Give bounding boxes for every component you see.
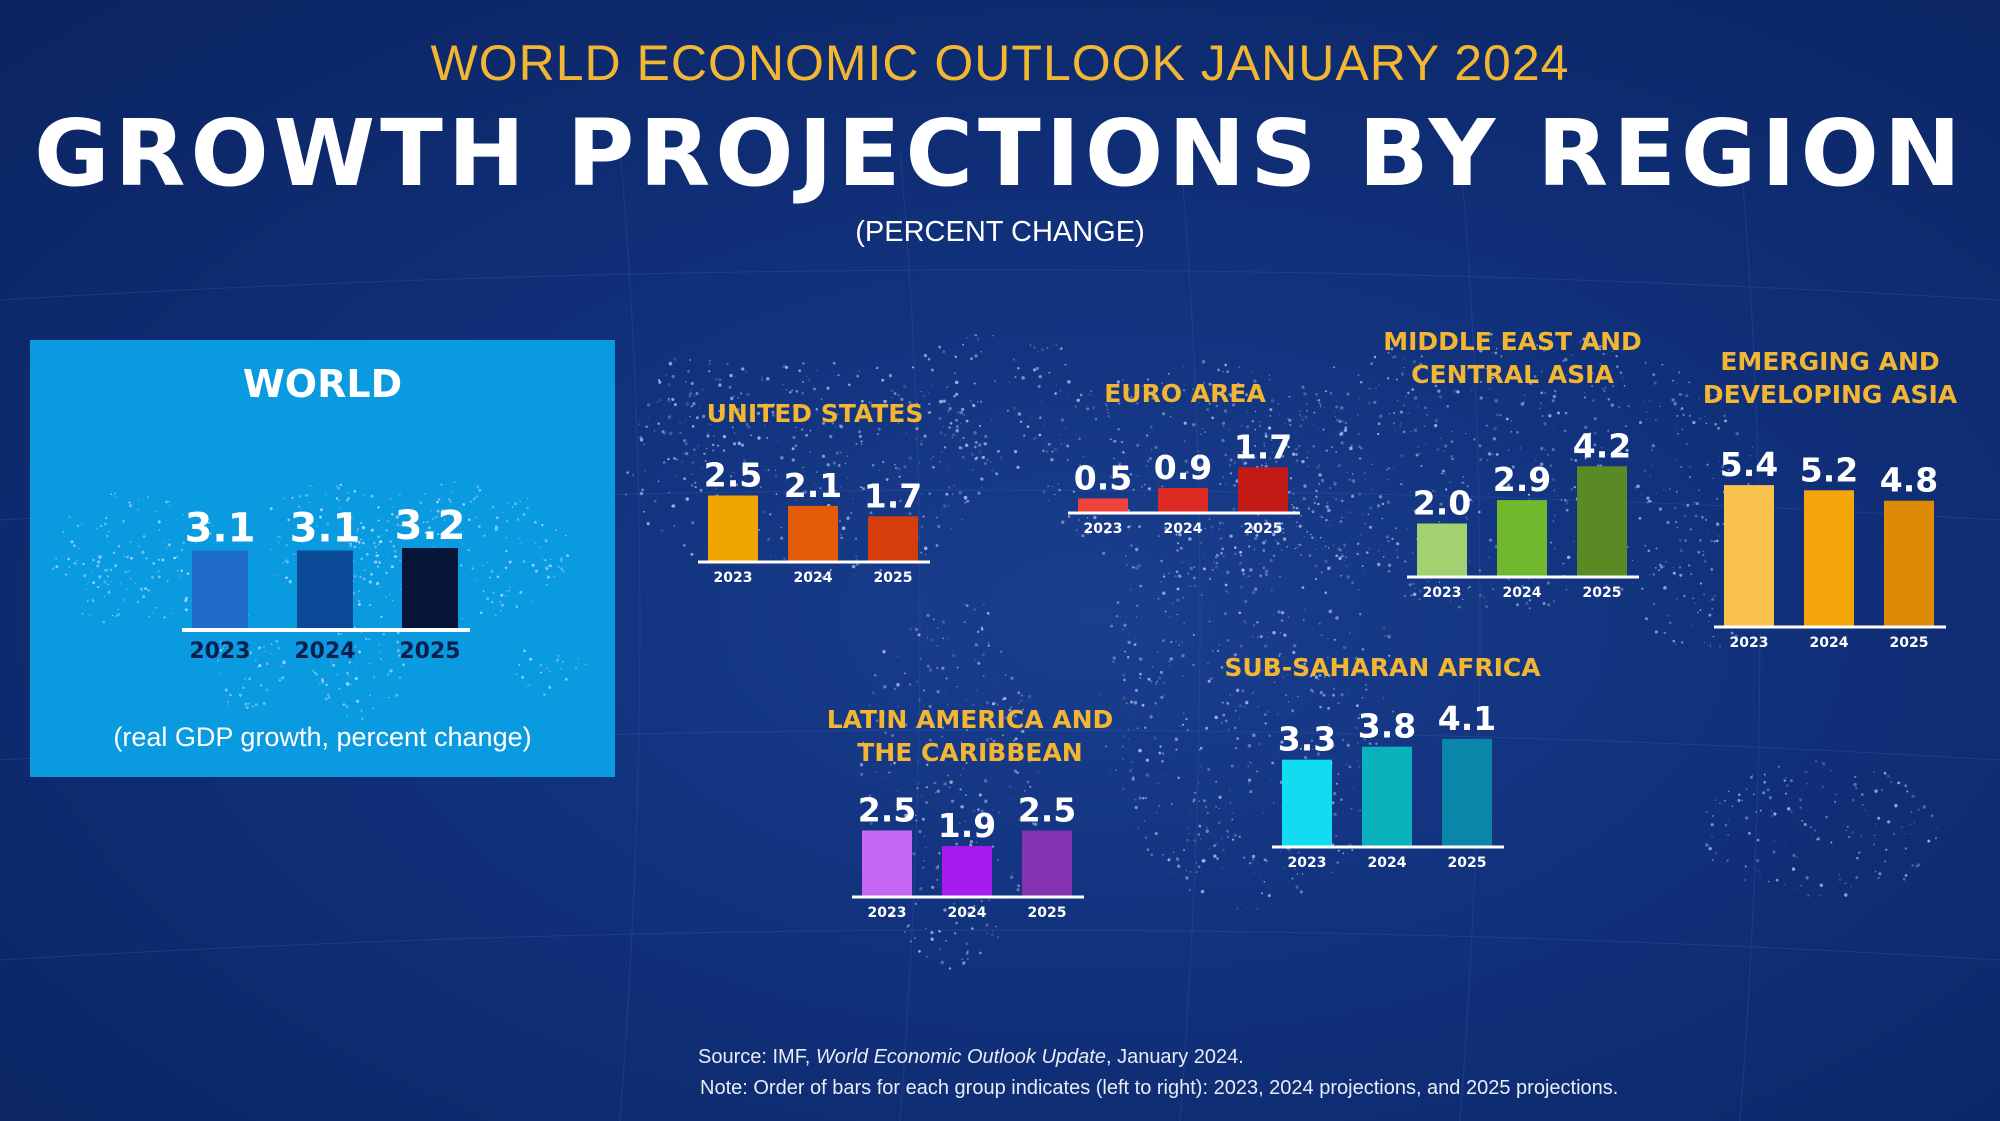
chart-world: 3.1 2023 3.1 2024 3.2 2025 (182, 503, 470, 664)
year-label-edasia-2024: 2024 (1810, 635, 1849, 651)
value-label-euro-2023: 0.5 (1074, 459, 1132, 498)
source-title: World Economic Outlook Update (815, 1046, 1106, 1068)
bar-edasia-2025 (1884, 500, 1934, 626)
year-label-euro-2025: 2025 (1244, 521, 1283, 537)
value-label-euro-2024: 0.9 (1154, 448, 1212, 487)
value-label-mecasia-2025: 4.2 (1573, 426, 1631, 465)
value-label-edasia-2023: 5.4 (1720, 445, 1778, 484)
bar-latam-2023 (862, 830, 912, 896)
value-label-euro-2025: 1.7 (1234, 427, 1292, 466)
bar-world-2023 (192, 550, 248, 628)
chart-united-states: 2.5 2023 2.1 2024 1.7 2025 (698, 456, 930, 586)
world-title: WORLD (242, 362, 403, 406)
bar-euro-2025 (1238, 467, 1288, 512)
bar-mecasia-2025 (1577, 466, 1627, 576)
bar-latam-2025 (1022, 830, 1072, 896)
year-label-world-2025: 2025 (399, 639, 460, 664)
value-label-us-2024: 2.1 (784, 466, 842, 505)
label-euro-area: EURO AREA (1104, 379, 1266, 408)
year-label-ssa-2025: 2025 (1448, 855, 1487, 871)
label-middle-east-central-asia: MIDDLE EAST AND CENTRAL ASIA (1383, 327, 1642, 389)
bar-edasia-2024 (1804, 490, 1854, 626)
year-label-us-2024: 2024 (794, 570, 833, 586)
chart-emerging-developing-asia: 5.4 2023 5.2 2024 4.8 2025 (1714, 445, 1946, 651)
page-title: GROWTH PROJECTIONS BY REGION (34, 100, 1966, 207)
world-panel-map (51, 481, 588, 720)
chart-euro-area: 0.5 2023 0.9 2024 1.7 2025 (1068, 427, 1300, 537)
value-label-ssa-2023: 3.3 (1278, 720, 1336, 759)
label-united-states: UNITED STATES (706, 399, 924, 428)
bar-us-2025 (868, 516, 918, 561)
bar-latam-2024 (942, 846, 992, 896)
year-label-us-2023: 2023 (714, 570, 753, 586)
value-label-latam-2024: 1.9 (938, 806, 996, 845)
value-label-ssa-2024: 3.8 (1358, 707, 1416, 746)
world-caption: (real GDP growth, percent change) (113, 722, 532, 752)
source-note: Source: IMF, World Economic Outlook Upda… (698, 1046, 1244, 1069)
label-latin-america-caribbean: LATIN AMERICA AND THE CARIBBEAN (826, 705, 1114, 767)
year-label-edasia-2025: 2025 (1890, 635, 1929, 651)
year-label-world-2023: 2023 (189, 639, 250, 664)
bar-us-2023 (708, 495, 758, 561)
bar-ssa-2024 (1362, 746, 1412, 846)
value-label-latam-2025: 2.5 (1018, 791, 1076, 830)
bar-us-2024 (788, 505, 838, 561)
source-prefix: Source: IMF, (698, 1046, 816, 1068)
bar-ssa-2023 (1282, 759, 1332, 846)
bar-euro-2023 (1078, 498, 1128, 512)
year-label-euro-2024: 2024 (1164, 521, 1203, 537)
background-dots (625, 332, 1938, 970)
label-sub-saharan-africa: SUB-SAHARAN AFRICA (1224, 653, 1541, 682)
value-label-us-2023: 2.5 (704, 456, 762, 495)
year-label-world-2024: 2024 (294, 639, 355, 664)
value-label-edasia-2024: 5.2 (1800, 450, 1858, 489)
year-label-ssa-2023: 2023 (1288, 855, 1327, 871)
bar-euro-2024 (1158, 488, 1208, 512)
year-label-mecasia-2024: 2024 (1503, 585, 1542, 601)
value-label-us-2025: 1.7 (864, 476, 922, 515)
value-label-edasia-2025: 4.8 (1880, 461, 1938, 500)
report-kicker: WORLD ECONOMIC OUTLOOK JANUARY 2024 (430, 35, 1570, 91)
value-label-latam-2023: 2.5 (858, 791, 916, 830)
year-label-euro-2023: 2023 (1084, 521, 1123, 537)
value-label-world-2024: 3.1 (290, 506, 361, 552)
year-label-us-2025: 2025 (874, 570, 913, 586)
year-label-latam-2025: 2025 (1028, 905, 1067, 921)
year-label-mecasia-2025: 2025 (1583, 585, 1622, 601)
bar-edasia-2023 (1724, 485, 1774, 626)
year-label-edasia-2023: 2023 (1730, 635, 1769, 651)
value-label-world-2025: 3.2 (395, 503, 466, 549)
chart-sub-saharan-africa: 3.3 2023 3.8 2024 4.1 2025 (1272, 699, 1504, 871)
year-label-ssa-2024: 2024 (1368, 855, 1407, 871)
bar-mecasia-2023 (1417, 523, 1467, 576)
value-label-ssa-2025: 4.1 (1438, 699, 1496, 738)
bar-world-2024 (297, 550, 353, 628)
bar-world-2025 (402, 548, 458, 628)
year-label-latam-2024: 2024 (948, 905, 987, 921)
value-label-mecasia-2023: 2.0 (1413, 484, 1471, 523)
source-suffix: , January 2024. (1105, 1046, 1244, 1068)
chart-latin-america-caribbean: 2.5 2023 1.9 2024 2.5 2025 (852, 791, 1084, 921)
chart-middle-east-central-asia: 2.0 2023 2.9 2024 4.2 2025 (1407, 426, 1639, 601)
bar-ssa-2025 (1442, 738, 1492, 846)
label-emerging-developing-asia: EMERGING AND DEVELOPING ASIA (1702, 347, 1958, 409)
order-note: Note: Order of bars for each group indic… (700, 1077, 1619, 1099)
world-panel-dots (51, 481, 588, 720)
bar-mecasia-2024 (1497, 500, 1547, 576)
year-label-latam-2023: 2023 (868, 905, 907, 921)
value-label-world-2023: 3.1 (185, 506, 256, 552)
year-label-mecasia-2023: 2023 (1423, 585, 1462, 601)
value-label-mecasia-2024: 2.9 (1493, 460, 1551, 499)
page-subtitle: (PERCENT CHANGE) (855, 216, 1145, 248)
